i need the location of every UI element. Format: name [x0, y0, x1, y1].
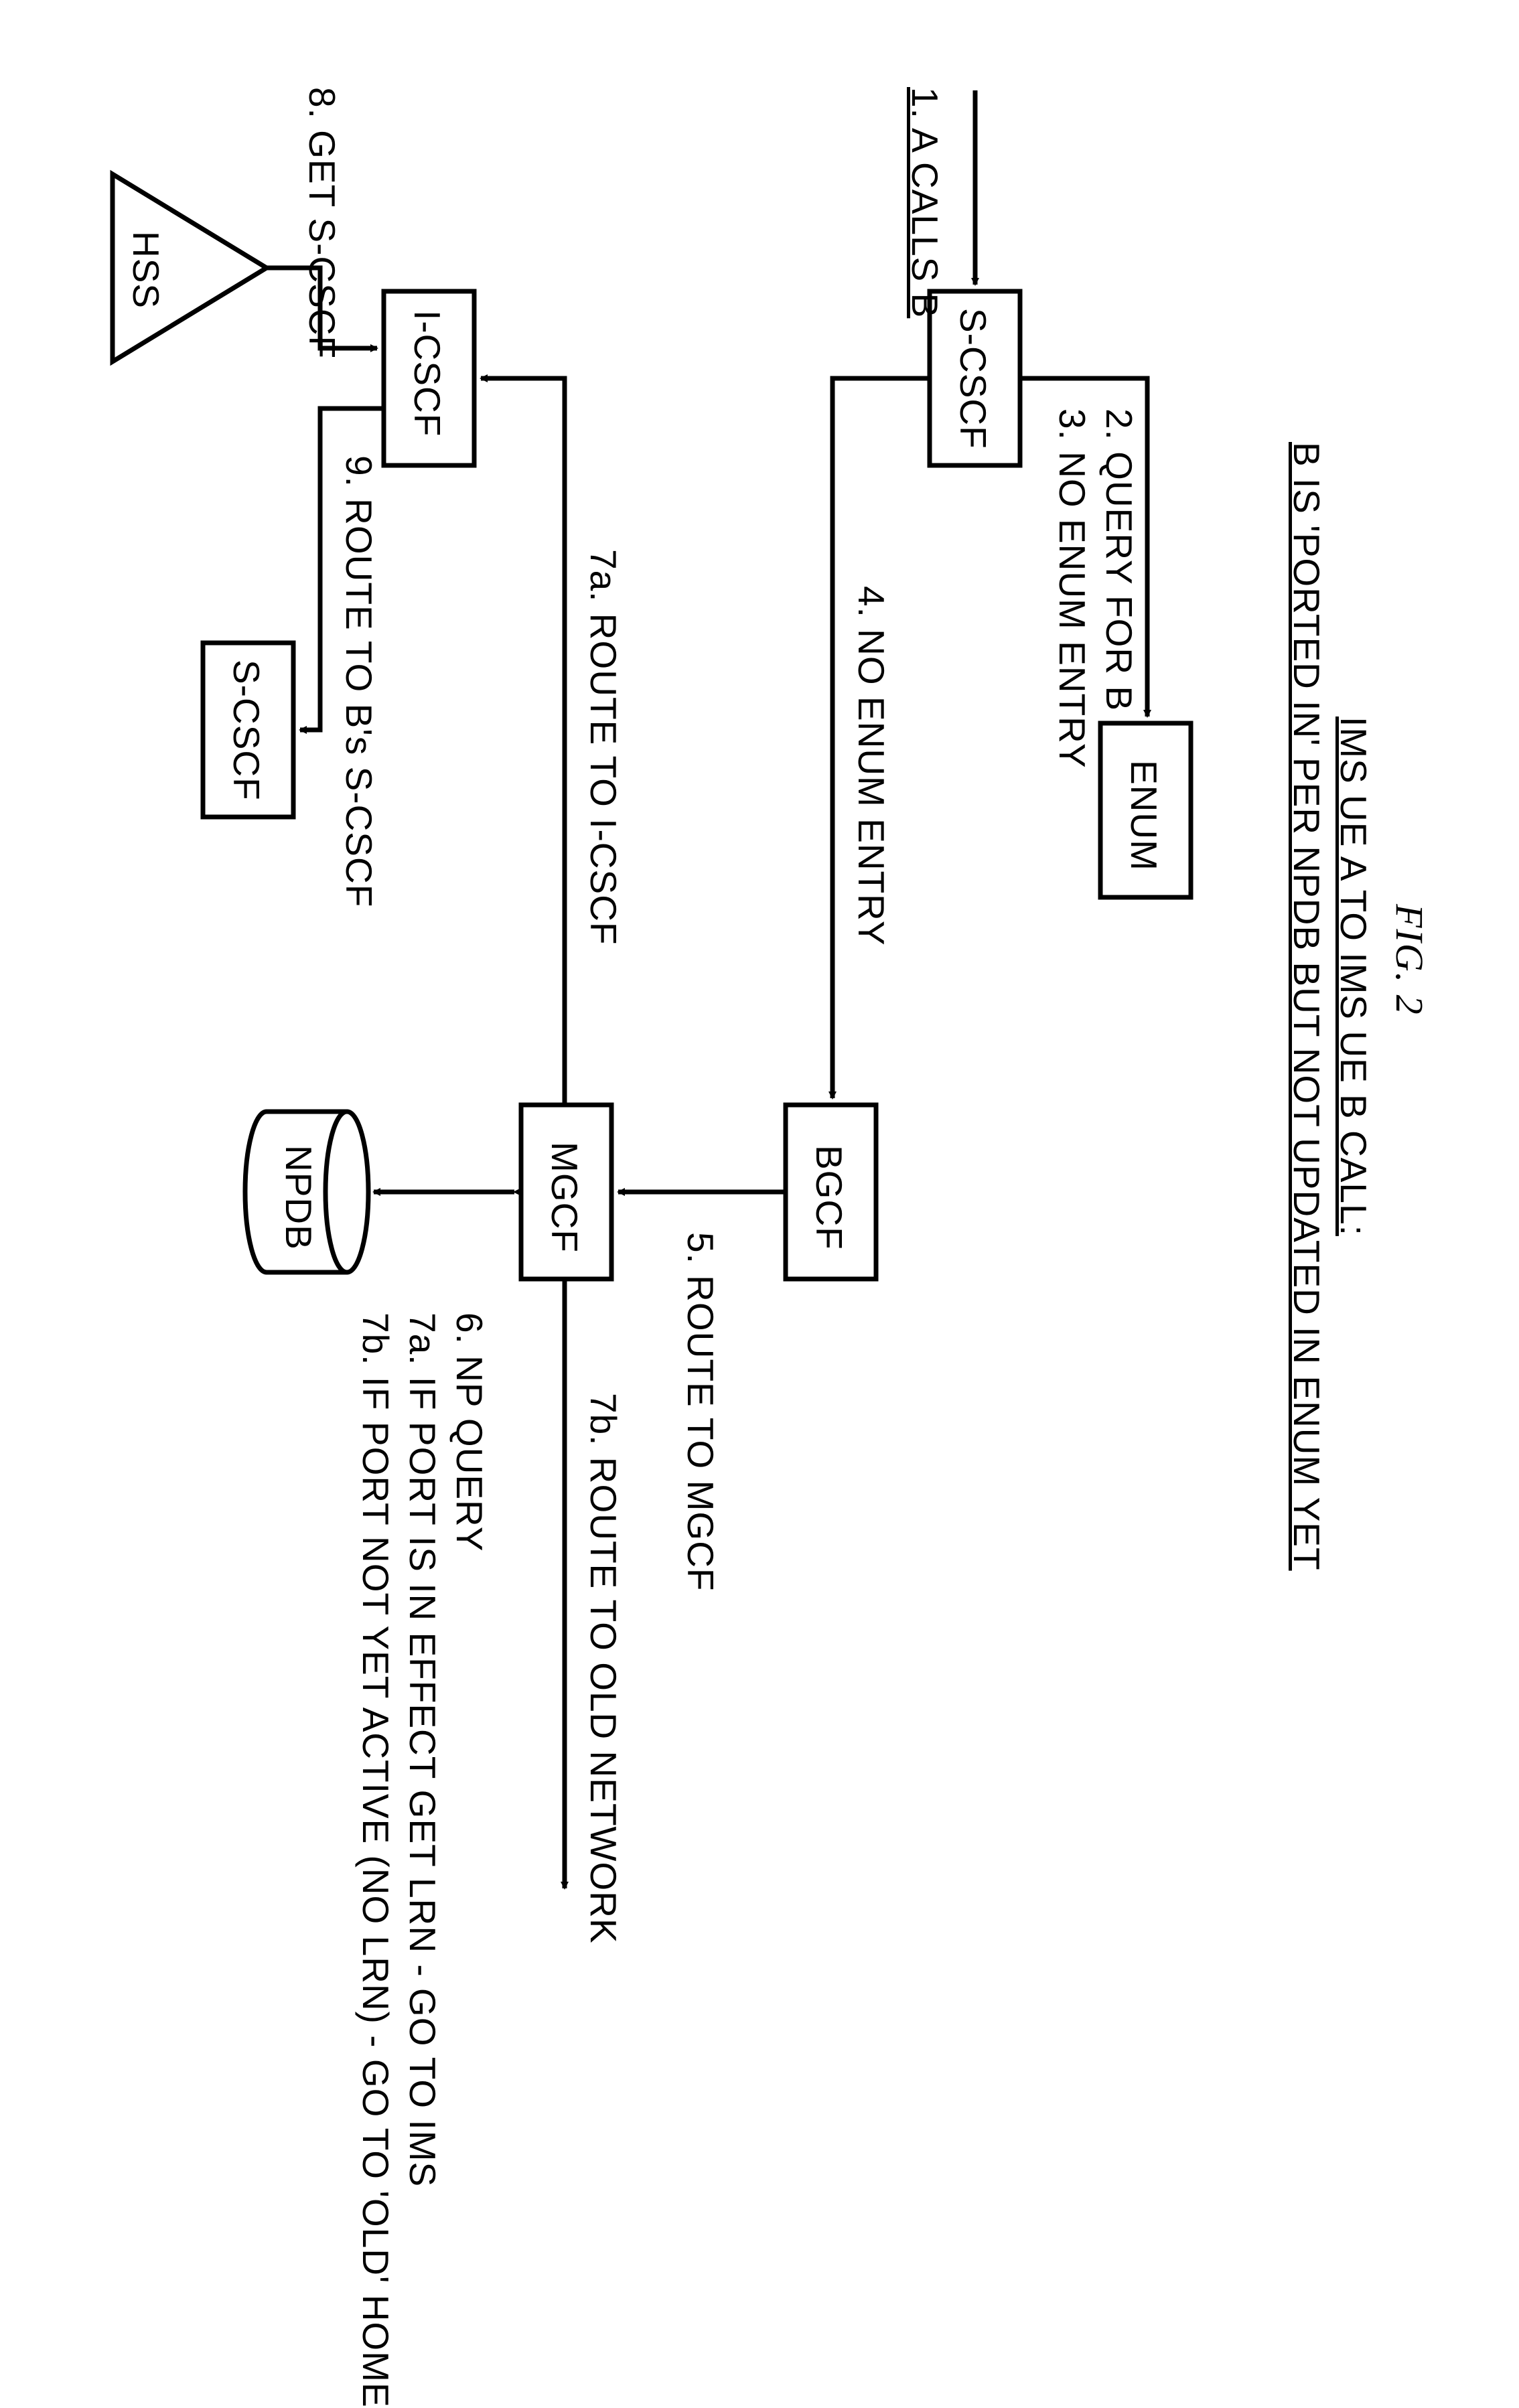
label-edge-1: 1. A CALLS B — [903, 87, 946, 318]
label-edge-7b-top: 7b. ROUTE TO OLD NETWORK — [582, 1393, 625, 1944]
label-edge-5: 5. ROUTE TO MGCF — [679, 1232, 722, 1592]
label-enum: ENUM — [1123, 760, 1165, 871]
label-edge-9: 9. ROUTE TO B's S-CSCF — [338, 455, 380, 907]
label-edge-4: 4. NO ENUM ENTRY — [850, 586, 893, 946]
label-edge-2: 2. QUERY FOR B — [1098, 408, 1141, 711]
label-edge-7b-right: 7b. IF PORT NOT YET ACTIVE (NO LRN) - GO… — [354, 1312, 397, 2408]
label-edge-7a-right: 7a. IF PORT IS IN EFFECT GET LRN - GO TO… — [401, 1312, 444, 2187]
label-mgcf: MGCF — [543, 1142, 586, 1253]
label-s-cscf-bottom: S-CSCF — [225, 660, 268, 801]
diagram-svg — [0, 0, 1519, 2006]
label-edge-3: 3. NO ENUM ENTRY — [1051, 408, 1094, 769]
label-hss: HSS — [125, 231, 167, 309]
label-i-cscf: I-CSCF — [406, 310, 449, 437]
label-bgcf: BGCF — [808, 1145, 851, 1250]
label-npdb: NPDB — [277, 1145, 320, 1250]
label-edge-6: 6. NP QUERY — [448, 1312, 491, 1552]
label-s-cscf-top: S-CSCF — [952, 308, 995, 449]
label-edge-7a-top: 7a. ROUTE TO I-CSCF — [582, 549, 625, 946]
label-edge-8: 8. GET S-CSCF — [301, 87, 344, 359]
edge-7a — [481, 378, 565, 1105]
